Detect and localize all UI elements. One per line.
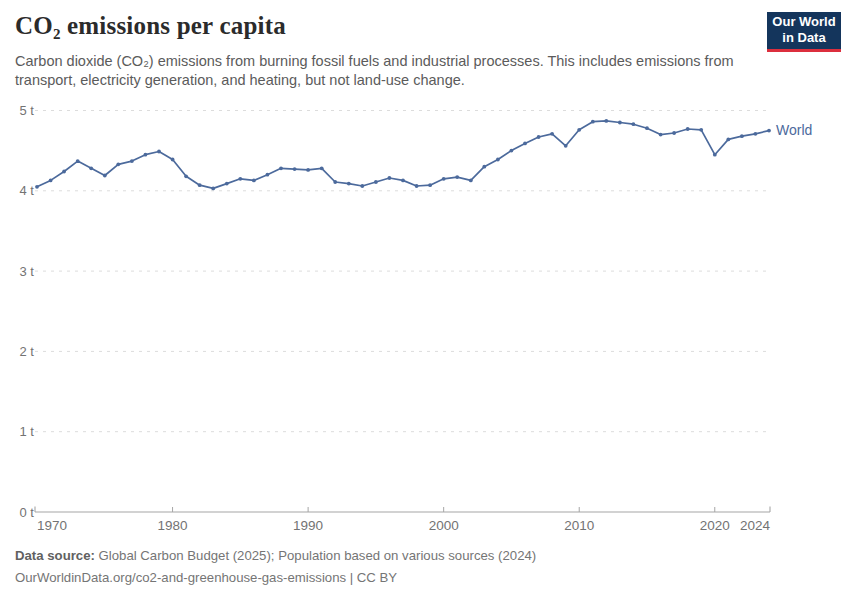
series-label-world[interactable]: World [776, 122, 812, 138]
data-point-1998[interactable] [415, 184, 419, 188]
data-point-2016[interactable] [659, 133, 663, 137]
data-point-2017[interactable] [672, 131, 676, 135]
x-axis-label-1980: 1980 [158, 518, 188, 533]
attribution-line: OurWorldinData.org/co2-and-greenhouse-ga… [15, 567, 536, 589]
data-point-1990[interactable] [306, 168, 310, 172]
y-axis-label-4t: 4 t [20, 183, 35, 198]
data-point-1989[interactable] [293, 167, 297, 171]
data-point-1987[interactable] [266, 173, 270, 177]
data-point-1986[interactable] [252, 179, 256, 183]
data-point-2007[interactable] [537, 135, 541, 139]
data-point-1991[interactable] [320, 166, 324, 170]
data-point-2004[interactable] [496, 158, 500, 162]
data-point-1997[interactable] [401, 179, 405, 183]
data-point-2003[interactable] [482, 165, 486, 169]
data-point-1992[interactable] [333, 180, 337, 184]
y-axis-label-0t: 0 t [20, 505, 35, 520]
data-point-1970[interactable] [35, 185, 39, 189]
data-point-2024[interactable] [767, 129, 771, 133]
data-point-2001[interactable] [455, 175, 459, 179]
y-axis-label-3t: 3 t [20, 264, 35, 279]
data-point-1972[interactable] [62, 170, 66, 174]
x-axis-label-1970: 1970 [37, 518, 67, 533]
data-point-2014[interactable] [632, 122, 636, 126]
x-axis-label-2024: 2024 [740, 518, 771, 533]
x-axis-label-2000: 2000 [429, 518, 459, 533]
data-point-2019[interactable] [699, 128, 703, 132]
data-point-2018[interactable] [686, 127, 690, 131]
data-point-1996[interactable] [388, 176, 392, 180]
data-point-1988[interactable] [279, 166, 283, 170]
data-point-2012[interactable] [604, 119, 608, 123]
chart-footer: Data source: Global Carbon Budget (2025)… [15, 545, 536, 589]
data-point-2008[interactable] [550, 132, 554, 136]
data-source-line: Data source: Global Carbon Budget (2025)… [15, 545, 536, 567]
data-source-label: Data source: [15, 548, 95, 563]
y-axis-label-5t: 5 t [20, 103, 35, 118]
data-point-1985[interactable] [238, 177, 242, 181]
data-point-1993[interactable] [347, 182, 351, 186]
data-point-1999[interactable] [428, 183, 432, 187]
data-point-2002[interactable] [469, 179, 473, 183]
data-point-2000[interactable] [442, 177, 446, 181]
data-point-1981[interactable] [184, 174, 188, 178]
data-point-1983[interactable] [211, 187, 215, 191]
x-axis-label-2020: 2020 [700, 518, 730, 533]
data-point-2022[interactable] [740, 134, 744, 138]
data-point-2013[interactable] [618, 121, 622, 125]
data-point-2020[interactable] [713, 153, 717, 157]
owid-chart-card: CO₂ emissions per capita Our World in Da… [0, 0, 850, 600]
data-point-1976[interactable] [116, 162, 120, 166]
data-point-1974[interactable] [89, 166, 93, 170]
data-point-1984[interactable] [225, 182, 229, 186]
data-point-2010[interactable] [577, 128, 581, 132]
data-point-2015[interactable] [645, 126, 649, 130]
data-point-1978[interactable] [144, 153, 148, 157]
data-point-1995[interactable] [374, 180, 378, 184]
data-point-2021[interactable] [726, 138, 730, 142]
data-point-1994[interactable] [360, 184, 364, 188]
y-axis-label-2t: 2 t [20, 344, 35, 359]
data-point-2011[interactable] [591, 120, 595, 124]
y-axis-label-1t: 1 t [20, 424, 35, 439]
data-point-2023[interactable] [754, 132, 758, 136]
data-point-1975[interactable] [103, 174, 107, 178]
x-axis-label-2010: 2010 [564, 518, 594, 533]
data-source-text: Global Carbon Budget (2025); Population … [95, 548, 536, 563]
data-point-2006[interactable] [523, 142, 527, 146]
data-point-1977[interactable] [130, 159, 134, 163]
data-point-2005[interactable] [510, 149, 514, 153]
line-chart[interactable]: 0 t 1 t 2 t 3 t 4 t 5 t 1970 1980 1990 2000 2010 20… [0, 0, 850, 600]
data-point-2009[interactable] [564, 144, 568, 148]
data-point-1982[interactable] [198, 183, 202, 187]
data-point-1979[interactable] [157, 150, 161, 154]
data-point-1973[interactable] [76, 159, 80, 163]
data-point-1971[interactable] [49, 179, 53, 183]
x-axis-label-1990: 1990 [293, 518, 323, 533]
data-point-1980[interactable] [171, 158, 175, 162]
